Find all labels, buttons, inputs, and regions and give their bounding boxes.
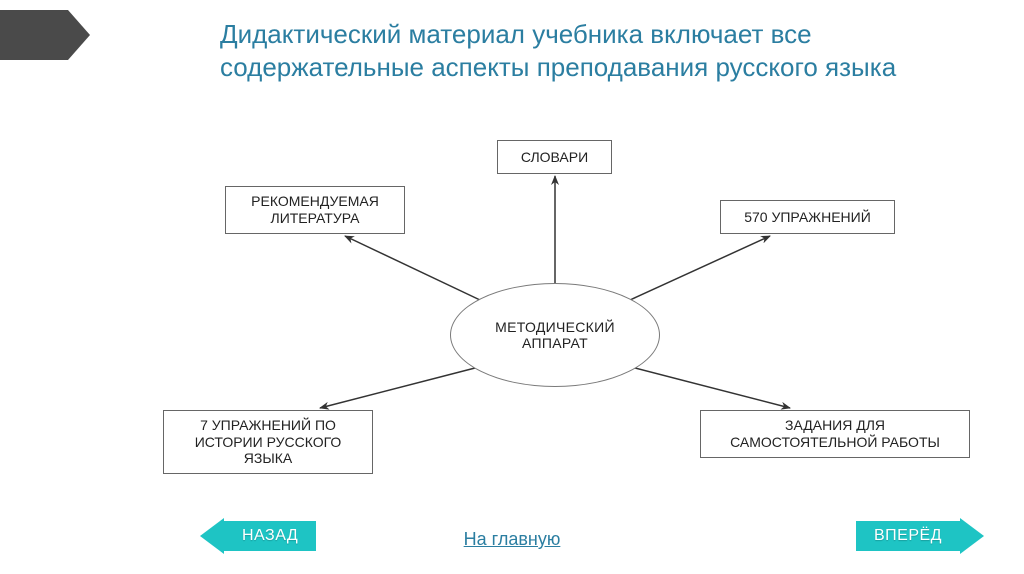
slide-decor-curves (0, 0, 440, 574)
node-self: ЗАДАНИЯ ДЛЯ САМОСТОЯТЕЛЬНОЙ РАБОТЫ (700, 410, 970, 458)
node-lit: РЕКОМЕНДУЕМАЯ ЛИТЕРАТУРА (225, 186, 405, 234)
page-title: Дидактический материал учебника включает… (220, 18, 964, 83)
forward-button-label: ВПЕРЁД (856, 521, 960, 551)
node-hist: 7 УПРАЖНЕНИЙ ПО ИСТОРИИ РУССКОГО ЯЗЫКА (163, 410, 373, 474)
node-ex570: 570 УПРАЖНЕНИЙ (720, 200, 895, 234)
chevron-right-icon (960, 518, 984, 554)
slide-decor-arrow (0, 10, 90, 60)
center-node: МЕТОДИЧЕСКИЙ АППАРАТ (450, 283, 660, 387)
node-dict: СЛОВАРИ (497, 140, 612, 174)
forward-button[interactable]: ВПЕРЁД (856, 518, 984, 554)
